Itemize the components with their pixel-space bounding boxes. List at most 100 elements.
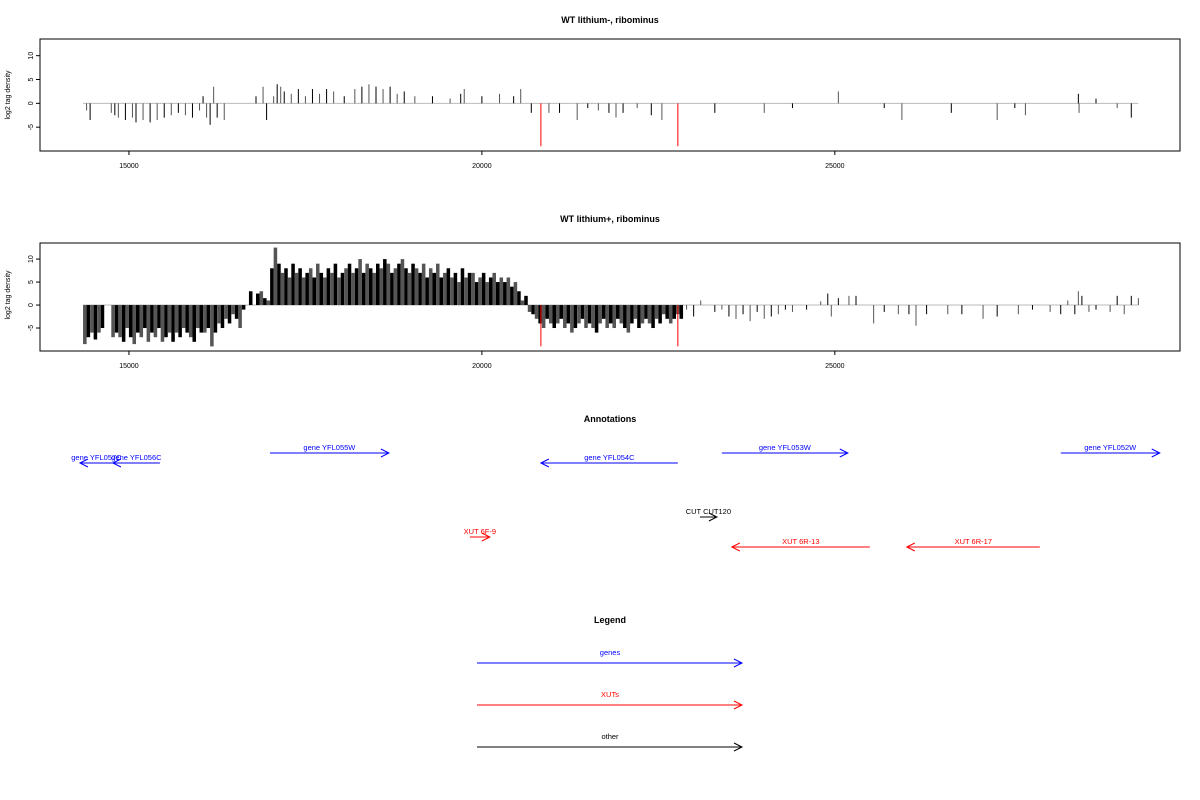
density-bar [185,305,189,333]
density-bar [390,272,394,306]
legend-label: genes [600,648,621,657]
panel-lithium-plus: WT lithium+, ribominus log2 tag density … [5,214,1181,370]
density-bar [181,305,186,329]
feature-label: XUT 6R-13 [782,537,819,546]
density-bar [503,282,507,306]
density-bar [256,293,260,306]
density-bar [312,277,316,306]
density-bar [400,259,405,306]
x-tick-label: 25000 [825,363,845,370]
density-bar [623,305,627,329]
density-bar [171,305,175,342]
density-bar [559,305,564,319]
density-bar [605,305,609,329]
density-bar [301,277,306,306]
density-bar [467,272,472,306]
density-bar [220,305,225,329]
density-bar [517,291,521,306]
density-bar [485,282,489,306]
density-bar [601,305,606,319]
density-bar [217,305,221,324]
plot-frame [39,38,1181,152]
feature-label: gene YFL054C [584,453,635,462]
density-bar [580,305,585,319]
panel-title: WT lithium-, ribominus [561,15,659,25]
density-bar [379,268,384,306]
density-bar [284,268,288,306]
density-bar [358,259,362,306]
density-bar [488,277,493,306]
density-bar [128,305,133,338]
density-bar [432,272,436,306]
density-bar [383,259,387,306]
density-bar [563,305,567,329]
density-bar [263,298,267,306]
density-bar [196,305,200,329]
density-bar [305,272,309,306]
density-bar [661,305,666,315]
arrowhead-icon [905,542,916,552]
density-bar [598,305,602,324]
arrowhead-icon [733,658,744,668]
density-bar [316,263,320,306]
density-bar [633,305,638,319]
density-bar [241,305,246,310]
density-bar [266,300,271,306]
density-bar [153,305,158,338]
density-bar [545,305,549,319]
density-bar [344,268,348,306]
density-bar [471,272,475,306]
density-bar [100,305,105,329]
density-bar [365,263,369,306]
density-bar [608,305,613,324]
y-tick-label: -5 [28,124,35,130]
density-bar [319,272,324,306]
annotations-title: Annotations [584,414,637,424]
density-bar [654,305,659,319]
density-bar [679,305,684,319]
density-bar [164,305,168,338]
density-bar [136,305,140,333]
density-bar [541,305,546,329]
density-bar [167,305,172,333]
plot-frame [39,242,1181,352]
feature-label: gene YFL057C [71,453,122,462]
density-bar [234,305,239,319]
density-bar [644,305,648,319]
feature-label: XUT 6F-9 [464,527,496,536]
density-bar [499,277,504,306]
density-bar [534,305,539,319]
y-tick-label: 10 [28,52,35,60]
density-bar [121,305,126,342]
y-tick-label: 5 [28,77,35,81]
x-tick-label: 15000 [119,163,139,170]
density-bar [351,272,355,306]
density-bar [139,305,144,338]
density-bar [125,305,129,329]
arrowhead-icon [78,458,89,468]
density-bar [404,268,408,306]
density-bar [464,277,468,306]
density-bar [616,305,620,319]
arrowhead-icon [1151,448,1161,458]
density-bar [527,305,532,312]
y-tick-label: 5 [28,280,35,284]
density-bar [118,305,122,338]
density-bar [414,268,419,306]
density-bar [407,272,412,306]
density-bar [174,305,179,333]
density-bar [368,268,373,306]
density-bar [520,300,525,306]
density-bar [192,305,196,342]
y-tick-label: 10 [28,255,35,263]
density-bar [446,268,451,306]
density-bar [111,305,115,338]
density-bar [658,305,662,324]
density-bar [665,305,669,319]
density-bar [460,268,465,306]
density-bar [594,305,599,333]
density-bar [333,263,338,306]
density-bar [481,272,486,306]
panel-title: WT lithium+, ribominus [560,214,660,224]
